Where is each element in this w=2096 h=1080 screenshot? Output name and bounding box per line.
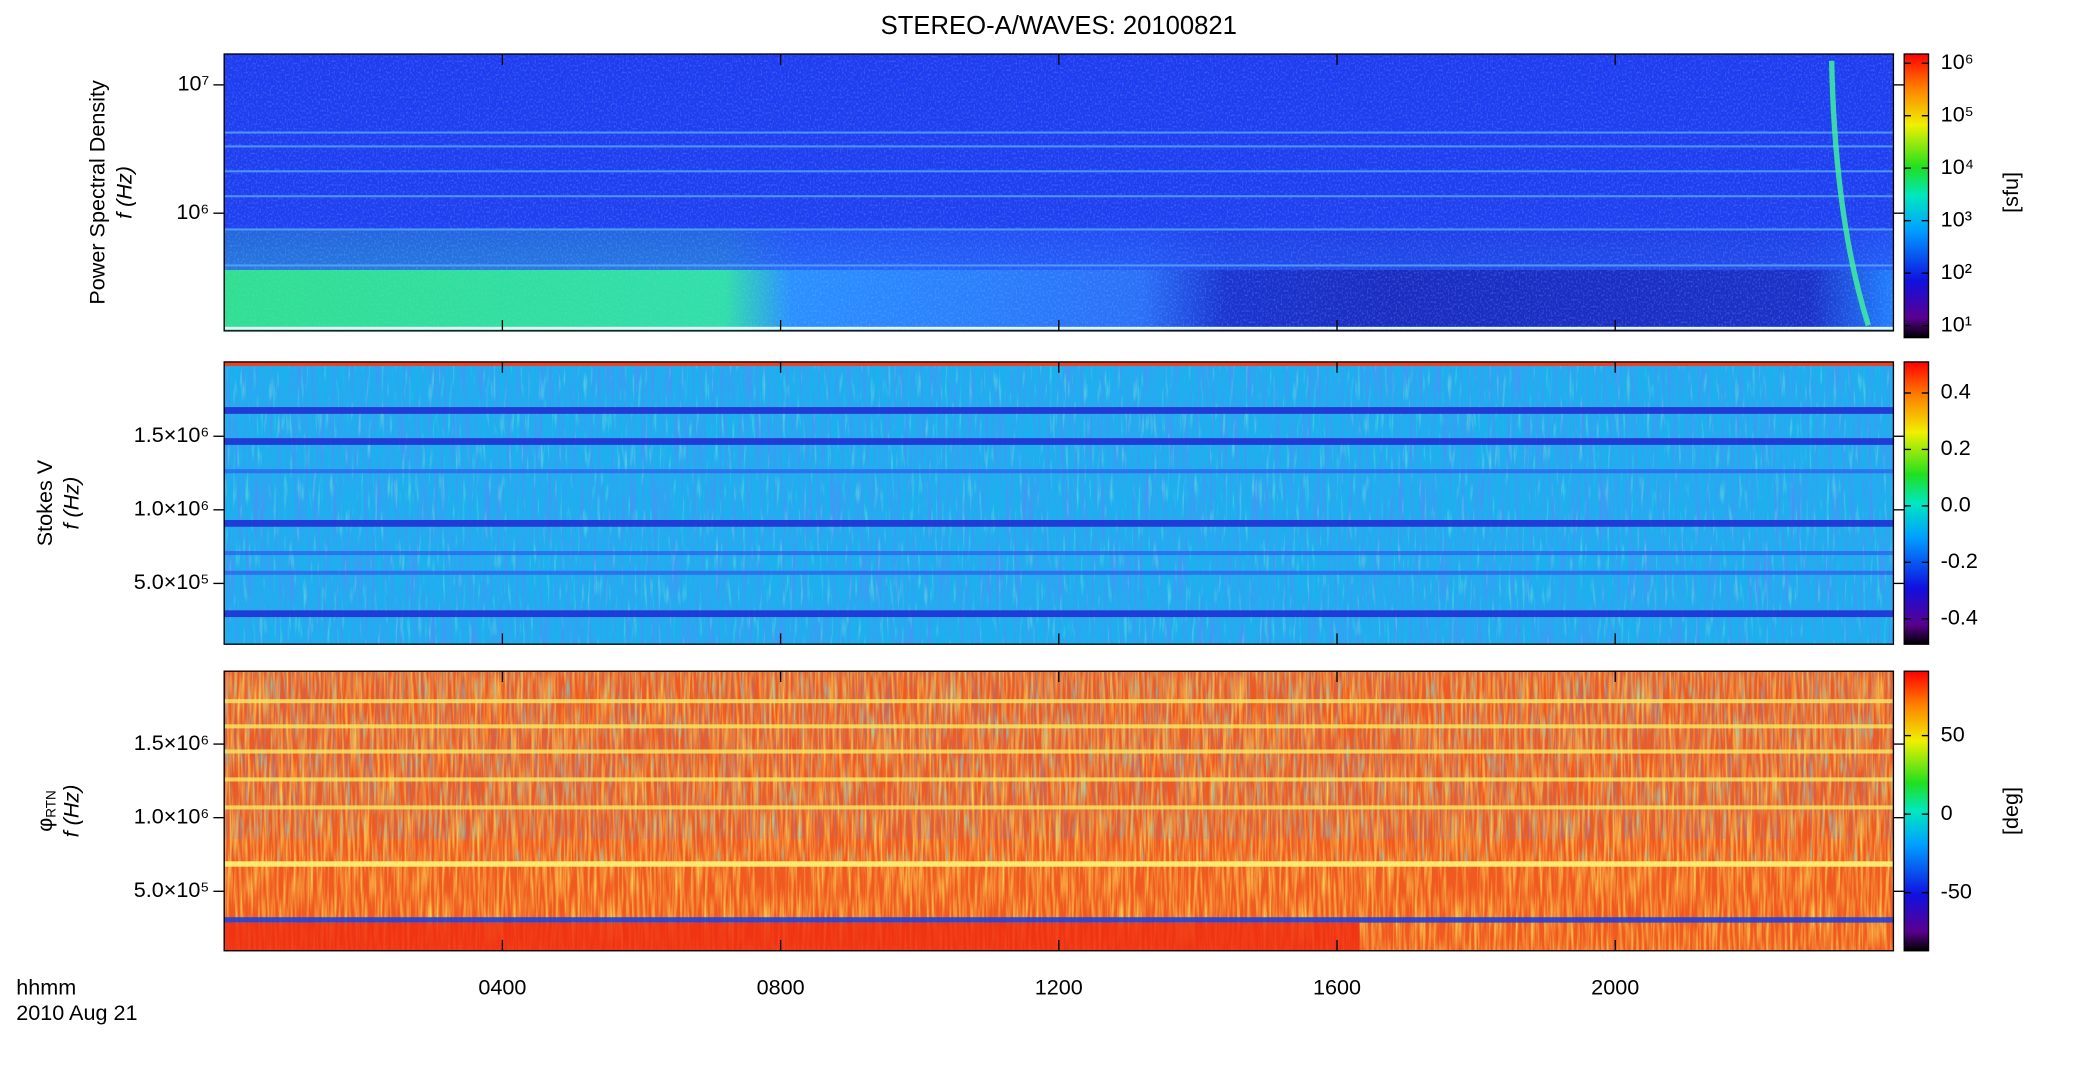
- x-axis-label: hhmm: [16, 974, 76, 999]
- y-axis-label: φRTN: [32, 790, 58, 832]
- spectral-line: [224, 917, 1894, 923]
- spectral-line: [224, 749, 1894, 754]
- y-axis-label: f (Hz): [59, 785, 84, 838]
- chart-title: STEREO-A/WAVES: 20100821: [881, 12, 1237, 40]
- spectral-line: [224, 724, 1894, 729]
- colorbar-tick-label: 50: [1941, 721, 1965, 746]
- y-axis-label: Stokes V: [32, 459, 57, 546]
- spectral-line: [224, 699, 1894, 704]
- spectral-line: [224, 131, 1894, 134]
- y-tick-label: 10⁶: [176, 199, 209, 224]
- colorbar-tick-label: -0.2: [1941, 548, 1978, 573]
- colorbar-tick-label: -0.4: [1941, 604, 1978, 629]
- colorbar-tick-label: 10⁶: [1941, 49, 1974, 74]
- colorbar-tick-label: 10²: [1941, 259, 1972, 284]
- spectrogram-noise: [224, 361, 1894, 645]
- x-tick-label: 2000: [1591, 974, 1639, 999]
- spectral-line: [224, 777, 1894, 782]
- colorbar-tick-label: 0: [1941, 800, 1953, 825]
- x-tick-label: 0400: [478, 974, 526, 999]
- y-tick-label: 1.0×10⁶: [134, 496, 210, 521]
- x-tick-label: 0800: [757, 974, 805, 999]
- spectral-line: [224, 610, 1894, 618]
- spectral-line: [224, 264, 1894, 267]
- spectral-line: [224, 551, 1894, 556]
- colorbar: [1903, 670, 1930, 952]
- spectral-line: [224, 469, 1894, 474]
- colorbar-tick-label: 10³: [1941, 206, 1972, 231]
- y-tick-label: 5.0×10⁵: [134, 877, 210, 902]
- spectral-line: [224, 195, 1894, 198]
- spectral-line: [224, 570, 1894, 575]
- y-axis-label-subscript: RTN: [43, 790, 58, 818]
- spectral-line: [224, 805, 1894, 810]
- spectral-line: [224, 145, 1894, 148]
- colorbar-tick-label: 0.2: [1941, 435, 1971, 460]
- spectral-line: [224, 228, 1894, 231]
- colorbar-tick-label: 10¹: [1941, 311, 1972, 336]
- y-axis-label-text: φ: [32, 818, 57, 832]
- spectral-line: [224, 407, 1894, 414]
- y-axis-label: f (Hz): [111, 166, 136, 219]
- x-tick-label: 1600: [1313, 974, 1361, 999]
- colorbar-tick-label: 10⁵: [1941, 101, 1974, 126]
- colorbar-tick-label: 10⁴: [1941, 154, 1974, 179]
- y-axis-label-text: Stokes V: [32, 459, 57, 546]
- y-tick-label: 1.5×10⁶: [134, 422, 210, 447]
- y-tick-label: 1.0×10⁶: [134, 803, 210, 828]
- colorbar-tick-label: 0.0: [1941, 492, 1971, 517]
- spectral-line: [224, 519, 1894, 527]
- colorbar-label: [deg]: [1998, 787, 2023, 835]
- spectral-line: [224, 438, 1894, 445]
- y-axis-label-text: Power Spectral Density: [84, 80, 109, 305]
- y-tick-label: 1.5×10⁶: [134, 730, 210, 755]
- burst: [1828, 60, 1871, 327]
- x-tick-label: 1200: [1035, 974, 1083, 999]
- low-band: [224, 922, 1360, 951]
- colorbar: [1903, 53, 1930, 339]
- y-tick-label: 10⁷: [177, 71, 209, 96]
- spectral-line: [224, 170, 1894, 173]
- spectral-line: [224, 861, 1894, 867]
- spectrogram-noise: [224, 54, 1894, 331]
- colorbar-label: [sfu]: [1998, 172, 2023, 213]
- colorbar: [1903, 361, 1930, 645]
- y-axis-label: Power Spectral Density: [84, 80, 109, 305]
- y-tick-label: 5.0×10⁵: [134, 569, 210, 594]
- y-axis-label: f (Hz): [59, 477, 84, 530]
- colorbar-tick-label: 0.4: [1941, 379, 1971, 404]
- date-label: 2010 Aug 21: [16, 1000, 137, 1025]
- spectrogram-noise: [224, 671, 1894, 839]
- colorbar-tick-label: -50: [1941, 878, 1972, 903]
